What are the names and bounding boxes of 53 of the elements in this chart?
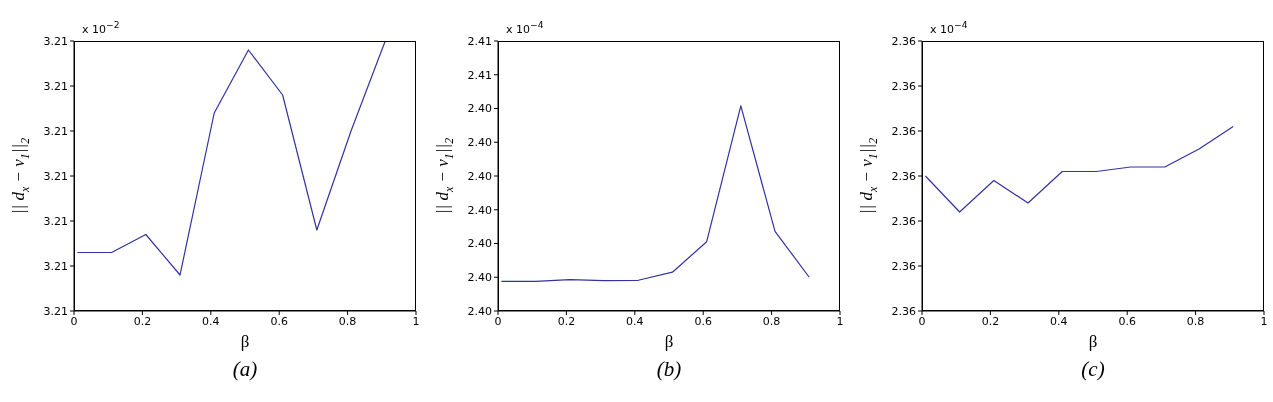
x-tick-label: 1 xyxy=(412,314,420,328)
y-tick-label: 2.40 xyxy=(467,169,492,183)
x-tick-label: 0.4 xyxy=(1050,314,1068,328)
line-series xyxy=(76,41,386,276)
y-tick-label: 2.36 xyxy=(891,34,916,48)
y-tick-label: 2.40 xyxy=(467,136,492,150)
x-tick-label: 0.6 xyxy=(1118,314,1136,328)
y-tick-label: 3.21 xyxy=(43,79,68,93)
y-tick-label: 2.36 xyxy=(891,304,916,318)
x-tick-label: 0.2 xyxy=(133,314,152,328)
x-tick-label: 0.6 xyxy=(694,314,712,328)
line-series xyxy=(924,125,1234,213)
x-axis-title: β xyxy=(664,332,674,351)
y-tick-label: 2.36 xyxy=(891,124,916,138)
y-tick-label: 2.36 xyxy=(891,259,916,273)
text: (a) xyxy=(231,357,259,382)
y-tick-label: 2.40 xyxy=(467,203,492,217)
y-tick-label: 2.40 xyxy=(467,271,492,285)
y-tick-label: 3.21 xyxy=(43,34,68,48)
x-tick-label: 0.2 xyxy=(981,314,1000,328)
text: (b) xyxy=(655,357,683,382)
x-tick-label: 1 xyxy=(1260,314,1268,328)
line-series xyxy=(500,105,810,282)
x-tick-label: 0.8 xyxy=(1186,314,1205,328)
x-tick-label: 0 xyxy=(918,314,926,328)
y-tick-label: 3.21 xyxy=(43,169,68,183)
x-tick-label: 0.2 xyxy=(557,314,576,328)
x-axis-title: β xyxy=(1088,332,1098,351)
x-tick-label: 0.4 xyxy=(202,314,220,328)
x-axis-title: β xyxy=(240,332,250,351)
x-tick-label: 0.8 xyxy=(762,314,781,328)
text: x 10$^{−4}$ xyxy=(930,19,968,36)
y-tick-label: 2.40 xyxy=(467,237,492,251)
x-tick-label: 0.4 xyxy=(626,314,644,328)
y-tick-label: 3.21 xyxy=(43,214,68,228)
y-tick-label: 3.21 xyxy=(43,304,68,318)
x-tick-label: 1 xyxy=(836,314,844,328)
text: x 10$^{−4}$ xyxy=(506,19,544,36)
y-tick-label: 3.21 xyxy=(43,124,68,138)
y-tick-label: 2.36 xyxy=(891,79,916,93)
y-tick-label: 2.41 xyxy=(467,68,492,82)
y-tick-label: 2.41 xyxy=(467,34,492,48)
x-tick-label: 0 xyxy=(70,314,78,328)
y-tick-label: 2.40 xyxy=(467,304,492,318)
x-tick-label: 0.6 xyxy=(270,314,288,328)
y-tick-label: 2.36 xyxy=(891,169,916,183)
y-tick-label: 3.21 xyxy=(43,259,68,273)
y-tick-label: 2.36 xyxy=(891,214,916,228)
text: x 10$^{−2}$ xyxy=(82,19,120,36)
x-tick-label: 0 xyxy=(494,314,502,328)
x-tick-label: 0.8 xyxy=(338,314,357,328)
text: (c) xyxy=(1080,357,1106,382)
y-tick-label: 2.40 xyxy=(467,102,492,116)
